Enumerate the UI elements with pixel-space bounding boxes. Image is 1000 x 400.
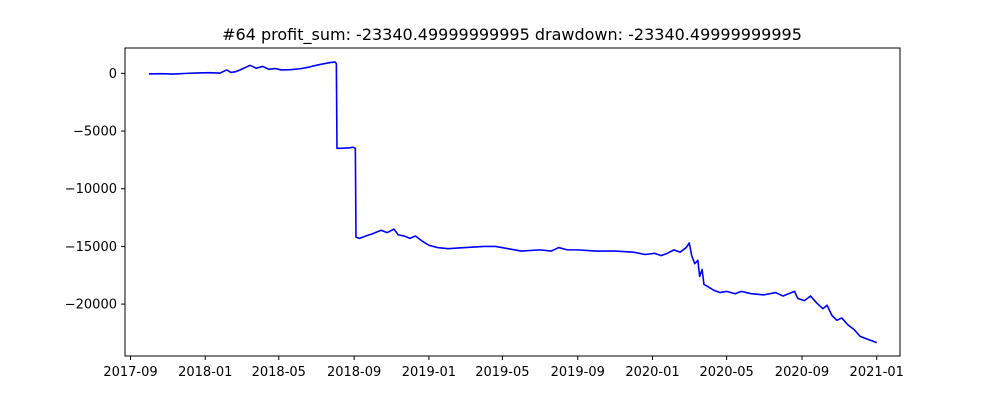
axes-frame xyxy=(124,47,901,357)
x-tick-label: 2020-01 xyxy=(625,365,679,380)
y-tick-label: −15000 xyxy=(65,240,117,255)
y-tick-label: 0 xyxy=(109,67,117,82)
x-tick-label: 2021-01 xyxy=(850,365,904,380)
y-tick-label: −10000 xyxy=(65,182,117,197)
x-tick-label: 2019-09 xyxy=(551,365,605,380)
y-tick-label: −20000 xyxy=(65,298,117,313)
plot-area xyxy=(148,61,878,344)
x-tick-label: 2018-05 xyxy=(252,365,306,380)
x-tick-label: 2018-01 xyxy=(178,365,232,380)
x-tick-label: 2020-05 xyxy=(699,365,753,380)
series-line-0 xyxy=(148,61,878,344)
x-tick-label: 2017-09 xyxy=(103,365,157,380)
x-tick-label: 2018-09 xyxy=(327,365,381,380)
x-tick-label: 2019-05 xyxy=(475,365,529,380)
x-axis: 2017-09 2018-01 2018-05 2018-09 2019-01 2019-… xyxy=(103,356,904,380)
y-axis: 0 −5000 −10000 −15000 −20000 xyxy=(65,67,125,313)
chart-title: #64 profit_sum: -23340.49999999995 drawd… xyxy=(222,25,802,45)
y-tick-label: −5000 xyxy=(73,125,117,140)
x-tick-label: 2019-01 xyxy=(402,365,456,380)
x-tick-label: 2020-09 xyxy=(775,365,829,380)
